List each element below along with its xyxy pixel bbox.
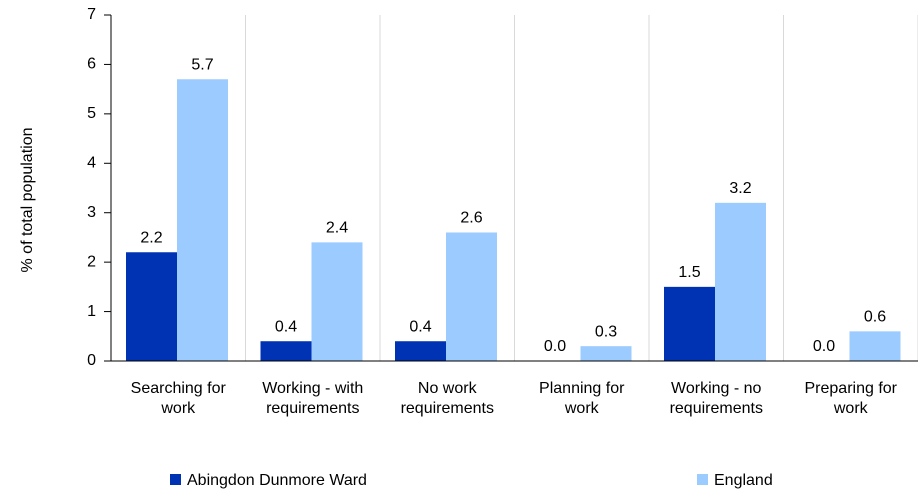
- y-axis-label: % of total population: [19, 128, 36, 273]
- y-tick-label: 1: [87, 303, 96, 320]
- bar: [311, 242, 363, 361]
- value-label: 1.5: [678, 264, 700, 281]
- value-label: 0.4: [409, 318, 431, 335]
- value-label: 2.2: [140, 229, 162, 246]
- value-label: 0.0: [544, 338, 566, 355]
- legend-label: Abingdon Dunmore Ward: [187, 472, 367, 489]
- bar: [177, 79, 228, 361]
- y-tick-label: 4: [87, 155, 96, 172]
- bar: [260, 341, 312, 361]
- x-tick-label: No work requirements: [401, 380, 494, 417]
- value-label: 5.7: [191, 56, 213, 73]
- bar: [446, 232, 497, 361]
- y-tick-label: 6: [87, 56, 96, 73]
- y-tick-label: 5: [87, 105, 96, 122]
- x-tick-label: Working - with requirements: [262, 380, 363, 417]
- y-tick-label: 0: [87, 352, 96, 369]
- y-tick-label: 3: [87, 204, 96, 221]
- x-tick-label: Working - no requirements: [670, 380, 763, 417]
- bar: [664, 286, 715, 361]
- bar: [395, 341, 446, 361]
- y-tick-label: 2: [87, 253, 96, 270]
- value-label: 0.0: [813, 338, 835, 355]
- x-tick-label: Searching for work: [131, 380, 227, 417]
- bar: [126, 252, 177, 361]
- bar: [715, 202, 766, 361]
- value-label: 2.6: [460, 210, 482, 227]
- legend-swatch: [170, 474, 181, 485]
- y-tick-label: 7: [87, 6, 96, 23]
- value-label: 0.3: [595, 323, 617, 340]
- legend-swatch: [697, 474, 708, 485]
- value-label: 0.6: [864, 309, 886, 326]
- legend-label: England: [714, 472, 773, 489]
- x-tick-label: Planning for work: [539, 380, 625, 417]
- value-label: 2.4: [326, 220, 348, 237]
- value-label: 3.2: [729, 180, 751, 197]
- bar: [580, 346, 632, 361]
- x-tick-label: Preparing for work: [805, 380, 898, 417]
- bar: [849, 331, 901, 361]
- value-label: 0.4: [275, 318, 297, 335]
